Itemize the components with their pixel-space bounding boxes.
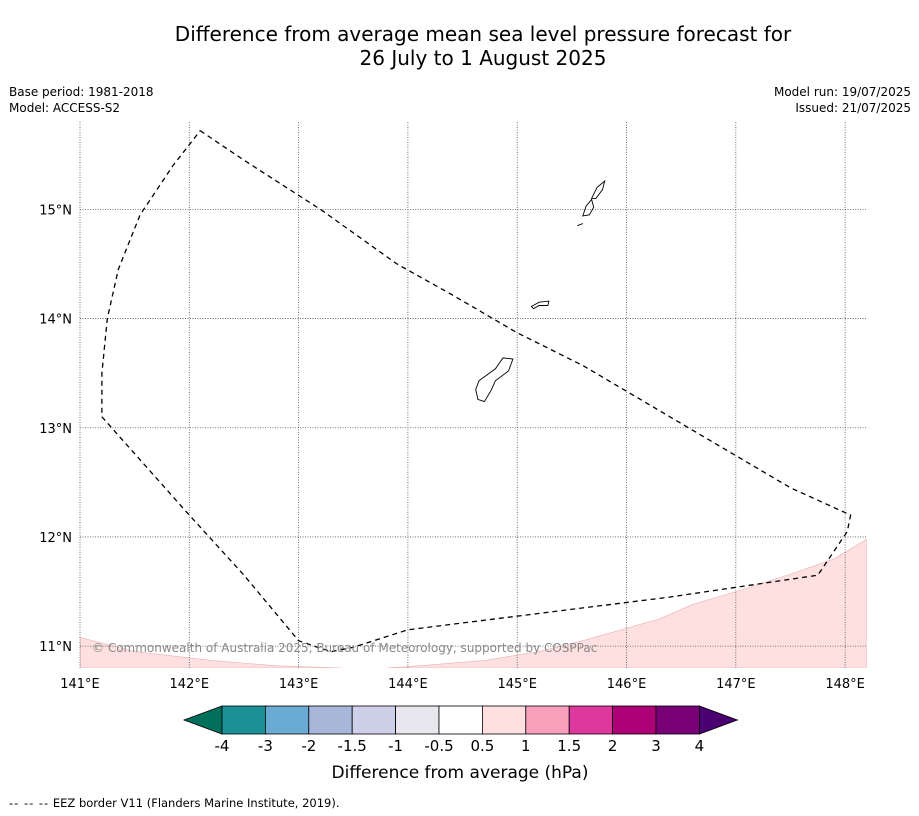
colorbar-label: Difference from average (hPa) bbox=[332, 763, 589, 783]
island-0 bbox=[475, 357, 514, 403]
eez-legend-text: EEZ border V11 (Flanders Marine Institut… bbox=[52, 796, 340, 810]
lat-label: 12°N bbox=[39, 531, 72, 546]
lon-label: 145°E bbox=[497, 677, 537, 692]
colorbar-swatch bbox=[308, 705, 353, 735]
title-line-2: 26 July to 1 August 2025 bbox=[359, 46, 607, 70]
colorbar-tick-label: -3 bbox=[258, 737, 273, 755]
colorbar-tick-label: 4 bbox=[695, 737, 705, 755]
latitude-labels: 15°N 14°N 13°N 12°N 11°N bbox=[39, 203, 72, 655]
shade-region-0 bbox=[80, 637, 343, 668]
eez-legend-dashes: -- -- -- bbox=[9, 796, 50, 810]
lon-label: 143°E bbox=[279, 677, 319, 692]
meta-right: Model run: 19/07/2025 Issued: 21/07/2025 bbox=[774, 84, 911, 116]
colorbar-swatch bbox=[351, 705, 397, 735]
colorbar: -4 -3 -2 -1.5 -1 -0.5 0.5 1 1.5 2 3 4 bbox=[182, 705, 739, 755]
colorbar-tick-label: 1.5 bbox=[557, 737, 581, 755]
lon-label: 141°E bbox=[60, 677, 100, 692]
colorbar-swatch bbox=[525, 705, 570, 735]
base-period: Base period: 1981-2018 bbox=[9, 85, 154, 99]
lat-label: 15°N bbox=[39, 203, 72, 218]
colorbar-swatch bbox=[612, 705, 657, 735]
colorbar-swatch bbox=[568, 705, 614, 735]
lon-label: 144°E bbox=[388, 677, 428, 692]
coastlines bbox=[475, 179, 606, 403]
island-2 bbox=[582, 198, 595, 217]
colorbar-high-extend bbox=[699, 705, 739, 735]
lat-label: 13°N bbox=[39, 422, 72, 437]
lat-label: 11°N bbox=[39, 640, 72, 655]
colorbar-tick-label: -4 bbox=[215, 737, 230, 755]
colorbar-swatch bbox=[655, 705, 700, 735]
colorbar-swatch bbox=[395, 705, 440, 735]
longitude-labels: 141°E 142°E 143°E 144°E 145°E 146°E 147°E 148°E bbox=[60, 677, 865, 692]
eez-border bbox=[101, 130, 852, 653]
model-name: Model: ACCESS-S2 bbox=[9, 101, 121, 115]
colorbar-tick-label: 0.5 bbox=[470, 737, 494, 755]
colorbar-swatch bbox=[438, 705, 483, 735]
colorbar-tick-label: -1 bbox=[388, 737, 403, 755]
colorbar-low-extend bbox=[182, 705, 223, 735]
colorbar-tick-label: 2 bbox=[608, 737, 618, 755]
graticule bbox=[79, 122, 867, 668]
lon-label: 147°E bbox=[716, 677, 756, 692]
colorbar-swatch bbox=[481, 705, 527, 735]
island-4 bbox=[577, 223, 583, 227]
footnote: -- -- -- EEZ border V11 (Flanders Marine… bbox=[9, 796, 340, 810]
lon-label: 142°E bbox=[170, 677, 210, 692]
copyright-text: © Commonwealth of Australia 2025, Bureau… bbox=[92, 641, 597, 655]
title-line-1: Difference from average mean sea level p… bbox=[174, 22, 792, 46]
colorbar-tick-label: -1.5 bbox=[338, 737, 367, 755]
lon-label: 148°E bbox=[825, 677, 865, 692]
island-3 bbox=[590, 179, 606, 199]
colorbar-tick-label: 1 bbox=[521, 737, 531, 755]
lat-label: 14°N bbox=[39, 313, 72, 328]
colorbar-tick-label: 3 bbox=[651, 737, 661, 755]
colorbar-swatch bbox=[221, 705, 266, 735]
map-figure: © Commonwealth of Australia 2025, Bureau… bbox=[39, 122, 867, 783]
colorbar-tick-label: -0.5 bbox=[424, 737, 453, 755]
model-run: Model run: 19/07/2025 bbox=[773, 85, 911, 99]
meta-left: Base period: 1981-2018 Model: ACCESS-S2 bbox=[9, 84, 154, 116]
issued-date: Issued: 21/07/2025 bbox=[795, 101, 911, 115]
pressure-shading bbox=[80, 538, 867, 668]
colorbar-tick-label: -2 bbox=[301, 737, 316, 755]
island-1 bbox=[530, 300, 550, 310]
lon-label: 146°E bbox=[607, 677, 647, 692]
colorbar-swatch bbox=[264, 705, 310, 735]
page-title: Difference from average mean sea level p… bbox=[0, 22, 919, 70]
shade-region-1 bbox=[386, 538, 867, 668]
